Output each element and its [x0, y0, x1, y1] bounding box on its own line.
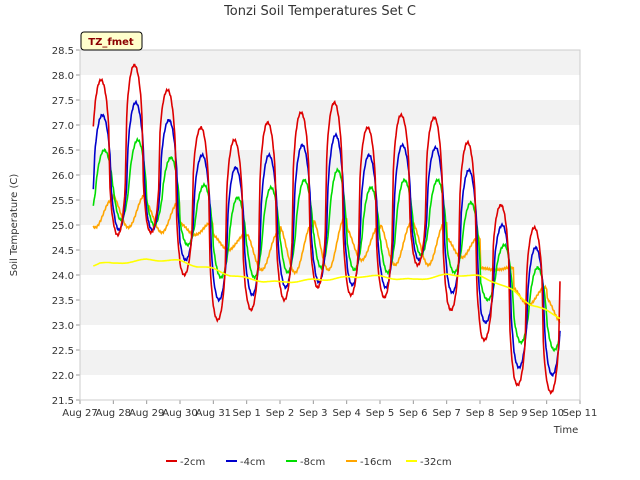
legend-label: -16cm — [360, 457, 392, 468]
x-tick-label: Aug 27 — [62, 408, 97, 419]
x-tick-label: Aug 30 — [162, 408, 197, 419]
y-axis: 21.5 22.0 22.5 23.0 23.5 24.0 24.5 25.0 25.5 26.0… — [52, 46, 80, 407]
y-tick-label: 26.5 — [52, 146, 74, 157]
grid-band — [80, 375, 580, 400]
grid-band — [80, 275, 580, 300]
grid-band — [80, 175, 580, 200]
y-tick-label: 28.5 — [52, 46, 74, 57]
y-tick-label: 27.5 — [52, 96, 74, 107]
y-tick-label: 23.0 — [52, 321, 74, 332]
x-tick-label: Sep 10 — [529, 408, 564, 419]
x-tick-label: Sep 5 — [366, 408, 394, 419]
x-tick-label: Sep 1 — [232, 408, 260, 419]
y-tick-label: 25.5 — [52, 196, 74, 207]
grid-band — [80, 75, 580, 100]
x-tick-label: Sep 3 — [299, 408, 327, 419]
y-tick-label: 22.5 — [52, 346, 74, 357]
legend-label: -32cm — [420, 457, 452, 468]
x-tick-label: Sep 9 — [499, 408, 527, 419]
y-tick-label: 23.5 — [52, 296, 74, 307]
grid-band — [80, 300, 580, 325]
series-line-minus-16cm — [92, 193, 561, 324]
x-tick-label: Sep 8 — [466, 408, 494, 419]
y-tick-label: 24.0 — [52, 271, 74, 282]
x-tick-label: Sep 7 — [432, 408, 460, 419]
x-tick-label: Aug 31 — [196, 408, 231, 419]
y-tick-label: 27.0 — [52, 121, 74, 132]
x-tick-label: Aug 29 — [129, 408, 164, 419]
plot-frame — [79, 49, 581, 401]
grid-band — [80, 250, 580, 275]
x-tick-label: Sep 6 — [399, 408, 427, 419]
legend-label: -2cm — [180, 457, 205, 468]
x-tick-label: Sep 2 — [266, 408, 294, 419]
station-badge: TZ_fmet — [80, 31, 143, 51]
grid-band — [80, 350, 580, 375]
legend: -2cm -4cm -8cm -16cm -32cm — [166, 457, 452, 468]
grid-band — [80, 50, 580, 75]
badge-label: TZ_fmet — [88, 37, 134, 48]
y-tick-label: 25.0 — [52, 221, 74, 232]
series-line-minus-4cm — [92, 99, 561, 378]
legend-label: -4cm — [240, 457, 265, 468]
x-axis-label: Time — [553, 425, 578, 436]
x-tick-label: Sep 11 — [563, 408, 598, 419]
grid-band — [80, 125, 580, 150]
x-tick-label: Aug 28 — [96, 408, 131, 419]
y-tick-label: 21.5 — [52, 396, 74, 407]
y-tick-label: 28.0 — [52, 71, 74, 82]
y-tick-label: 24.5 — [52, 246, 74, 257]
chart-title: Tonzi Soil Temperatures Set C — [223, 4, 416, 19]
y-tick-label: 22.0 — [52, 371, 74, 382]
legend-label: -8cm — [300, 457, 325, 468]
y-tick-label: 26.0 — [52, 171, 74, 182]
grid-band — [80, 325, 580, 350]
series-lines — [92, 63, 561, 395]
series-line-minus-2cm — [92, 63, 561, 395]
y-axis-label: Soil Temperature (C) — [9, 174, 20, 277]
series-line-minus-32cm — [92, 258, 561, 320]
x-tick-label: Sep 4 — [332, 408, 360, 419]
series-line-minus-8cm — [92, 137, 561, 353]
